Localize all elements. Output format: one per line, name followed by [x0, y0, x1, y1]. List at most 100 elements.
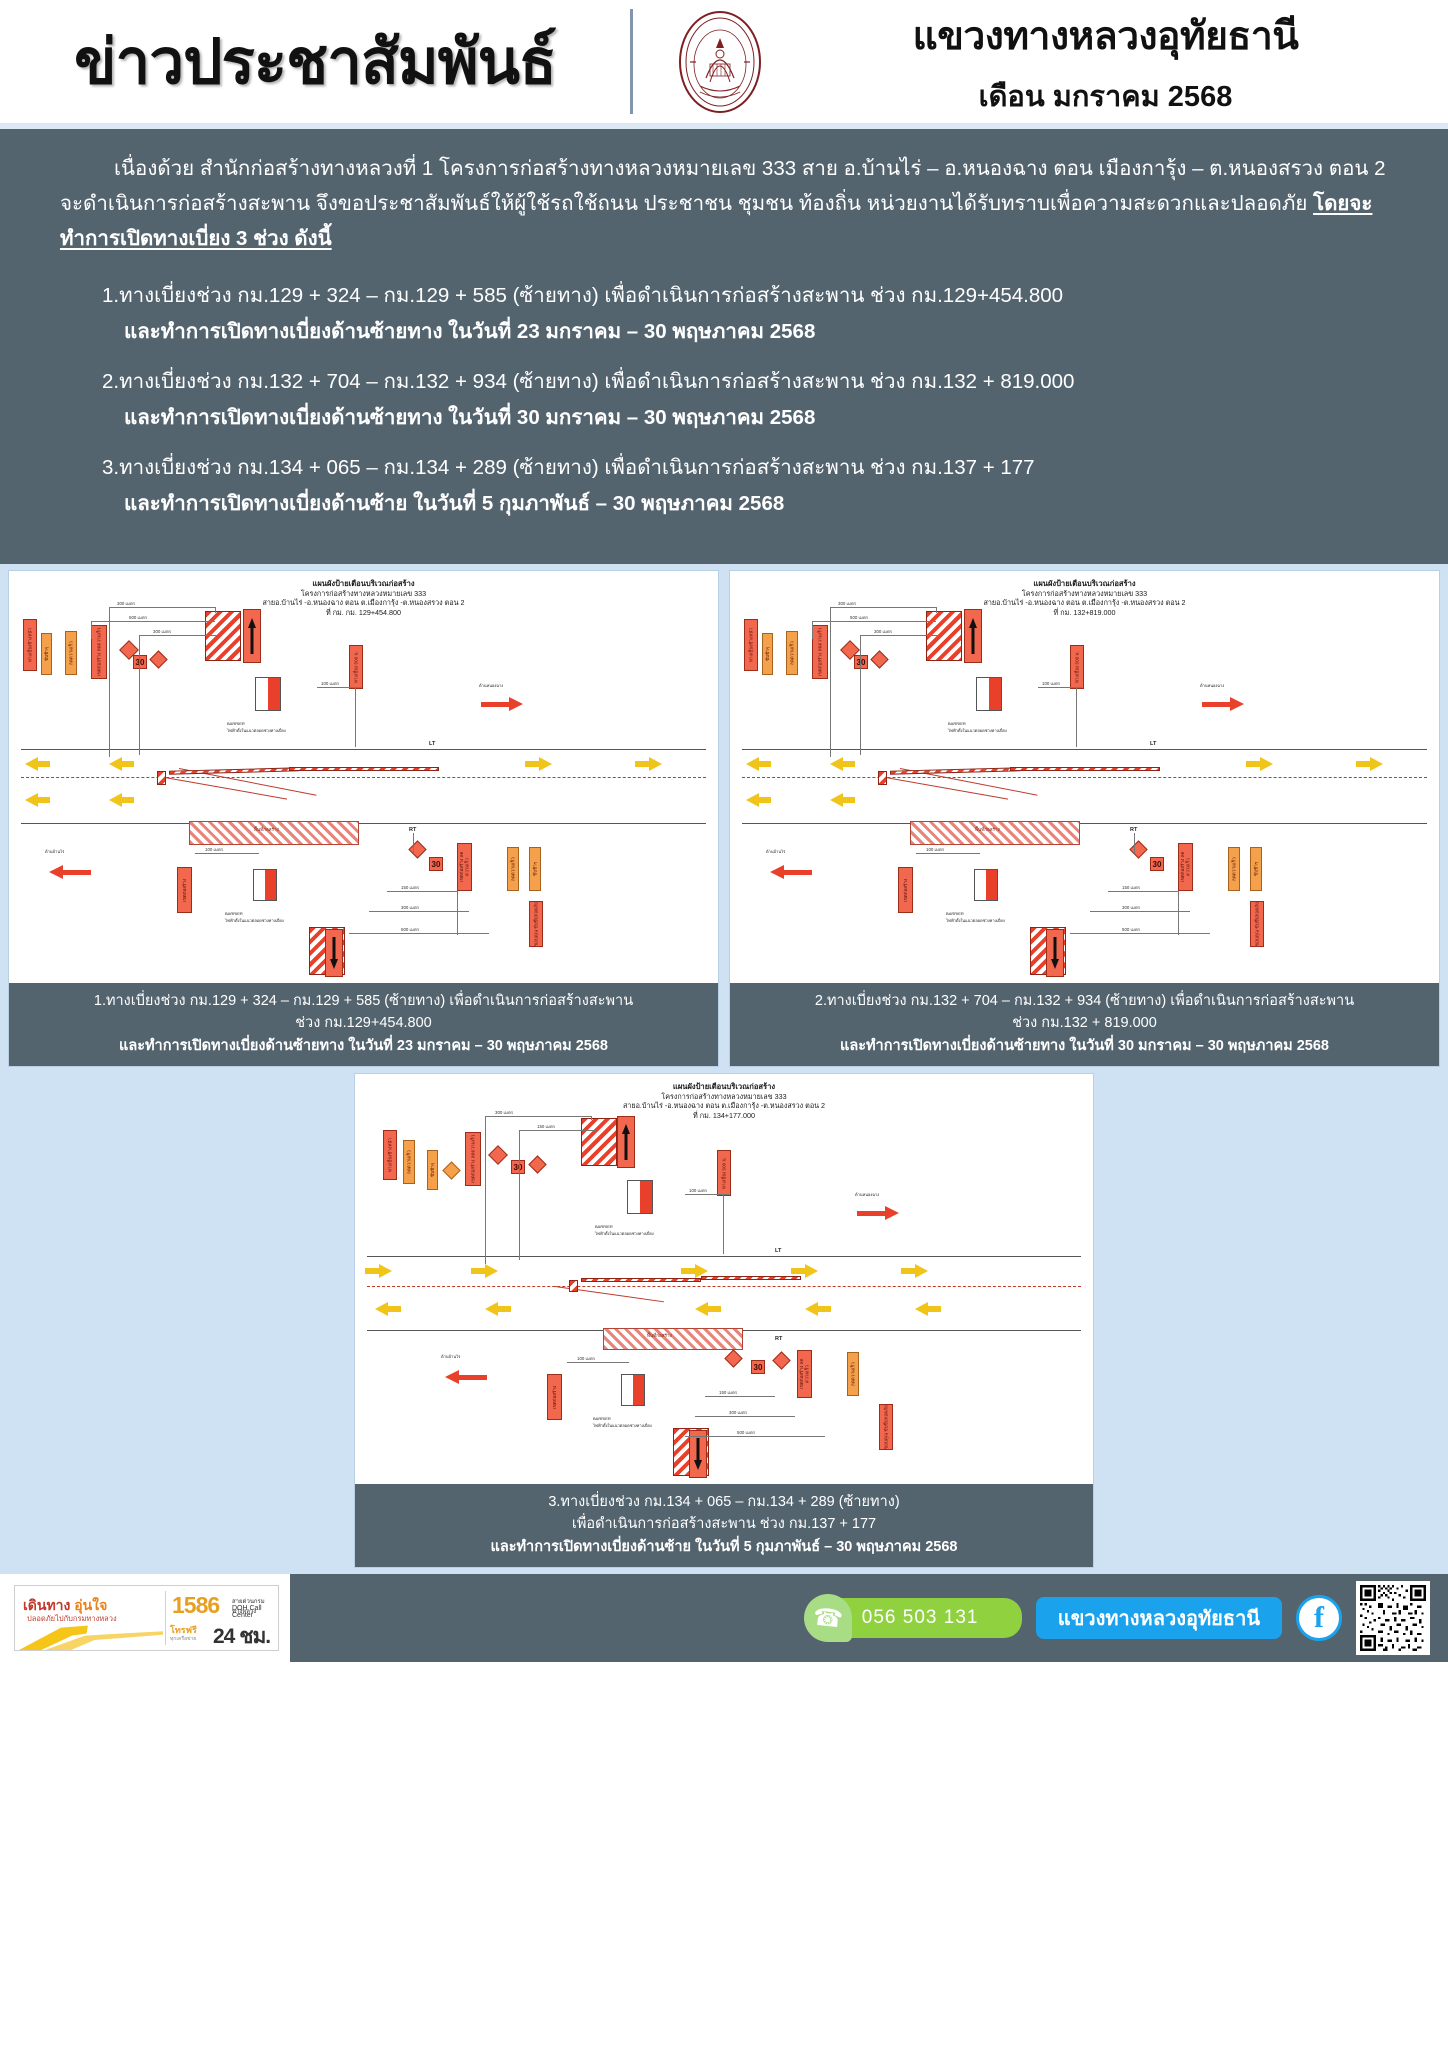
traffic-arrow-left-tail — [38, 761, 50, 767]
warning-sign: เขตก่อสร้าง — [547, 1374, 562, 1420]
warning-sign: ทางเบี่ยง 500 ม. — [717, 1150, 731, 1196]
diagram-title-line2: โครงการก่อสร้างทางหลวงหมายเลข 333 — [661, 1091, 787, 1101]
banner-divider — [165, 1591, 166, 1645]
detour-item: 3.ทางเบี่ยงช่วง กม.134 + 065 – กม.134 + … — [60, 452, 1388, 519]
direction-arrow-right-tail — [481, 702, 509, 707]
barrier-line — [889, 767, 1021, 775]
barrier-note: BARRIER — [593, 1416, 611, 1421]
direction-label-right: ด้านหนองฉาง — [479, 683, 504, 688]
dimension-line — [695, 1416, 795, 1417]
barrier-note-detail: ไฟฟ้าตั้งในแนวตลอดช่วงทางเบี่ยง — [946, 918, 1005, 923]
doh-call-center-banner: เดินทาง อุ่นใจ ปลอดภัยไปกับกรมทางหลวง 15… — [14, 1585, 279, 1651]
warning-sign: ขับช้าๆ — [41, 633, 52, 675]
phone-contact-button[interactable]: ☎ 056 503 131 — [803, 1594, 1022, 1642]
traffic-arrow-right-tail — [635, 761, 649, 767]
detour-item: 2.ทางเบี่ยงช่วง กม.132 + 704 – กม.132 + … — [60, 366, 1388, 433]
dimension-line — [685, 1194, 729, 1195]
warning-sign: ลดความเร็ว — [1228, 847, 1240, 891]
lane-label-left: LT — [775, 1248, 782, 1254]
detour-taper-in — [879, 776, 1009, 800]
dimension-label: 500 เมตร — [129, 615, 148, 620]
traffic-arrow-left — [485, 1302, 498, 1316]
traffic-arrow-right — [649, 757, 662, 771]
dimension-line — [369, 911, 469, 912]
diagram-card-3[interactable]: แผนผังป้ายเตือนบริเวณก่อสร้าง โครงการก่อ… — [354, 1073, 1094, 1568]
traffic-arrow-left — [109, 793, 122, 807]
detour-item-range: 2.ทางเบี่ยงช่วง กม.132 + 704 – กม.132 + … — [102, 370, 1075, 393]
warning-sign: ลดความเร็ว — [507, 847, 519, 891]
barrier-note-detail: ไฟฟ้าตั้งในแนวตลอดช่วงทางเบี่ยง — [595, 1231, 654, 1236]
speed-limit-sign: 30 — [133, 655, 147, 669]
leader-line — [485, 1116, 486, 1264]
detour-item-dates: และทำการเปิดทางเบี่ยงด้านซ้าย ในวันที่ 5… — [124, 492, 785, 515]
dimension-line — [860, 635, 938, 636]
dimension-label: 150 เมตร — [537, 1124, 556, 1129]
dimension-line — [812, 621, 936, 622]
diagram-title-line3: สายอ.บ้านไร่ -อ.หนองฉาง ตอน ต.เมืองการุ้… — [983, 598, 1186, 607]
dimension-label: 300 เมตร — [838, 601, 857, 606]
diagram-caption-2: 2.ทางเบี่ยงช่วง กม.132 + 704 – กม.132 + … — [730, 983, 1439, 1066]
warning-sign: ทางเบี่ยงข้างหน้า — [744, 619, 758, 671]
leader-line — [139, 635, 140, 755]
speed-limit-sign: 30 — [1150, 857, 1164, 871]
phone-number: 056 503 131 — [861, 1607, 979, 1628]
diamond-warning-sign — [442, 1161, 461, 1180]
dimension-line — [1108, 891, 1178, 892]
page-footer: เดินทาง อุ่นใจ ปลอดภัยไปกับกรมทางหลวง 15… — [0, 1574, 1448, 1662]
traffic-arrow-right — [539, 757, 552, 771]
diagram-title-line3: สายอ.บ้านไร่ -อ.หนองฉาง ตอน ต.เมืองการุ้… — [262, 598, 465, 607]
facebook-icon[interactable]: f — [1296, 1595, 1342, 1641]
leader-line — [830, 607, 831, 757]
arrow-board-sign — [964, 609, 982, 663]
dimension-label: 150 เมตร — [401, 885, 420, 890]
warning-sign: ทางเบี่ยงข้างหน้า — [23, 619, 37, 671]
dimension-label: 100 เมตร — [205, 847, 224, 852]
traffic-arrow-right-tail — [681, 1268, 695, 1274]
leader-line — [936, 607, 937, 613]
barrier-panel — [581, 1118, 617, 1166]
leader-line — [1076, 687, 1077, 747]
speed-limit-sign: 30 — [751, 1360, 765, 1374]
barrier-line — [701, 1276, 801, 1280]
lane-label-right: RT — [409, 827, 417, 833]
direction-label-right: ด้านหนองฉาง — [1200, 683, 1225, 688]
dimension-label: 300 เมตร — [729, 1410, 748, 1415]
diagram-title-line4: ที่ กม. 132+819.000 — [1053, 607, 1116, 617]
qr-code[interactable] — [1356, 1581, 1430, 1655]
leader-line — [812, 621, 813, 639]
arrow-board-sign — [1046, 929, 1064, 977]
warning-sign: ขับช้าๆ — [427, 1150, 438, 1190]
footer-left: เดินทาง อุ่นใจ ปลอดภัยไปกับกรมทางหลวง 15… — [0, 1574, 290, 1662]
announcement-paragraph: เนื่องด้วย สำนักก่อสร้างทางหลวงที่ 1 โคร… — [60, 151, 1388, 256]
dimension-label: 100 เมตร — [689, 1188, 708, 1193]
department-of-highways-seal-icon — [665, 7, 775, 117]
work-zone-hatch — [189, 821, 359, 845]
announcement-body: เนื่องด้วย สำนักก่อสร้างทางหลวงที่ 1 โคร… — [0, 123, 1448, 564]
dimension-label: 150 เมตร — [1122, 885, 1141, 890]
road-centerline — [21, 777, 706, 778]
detour-item-range: 3.ทางเบี่ยงช่วง กม.134 + 065 – กม.134 + … — [102, 456, 1035, 479]
dimension-label: 300 เมตร — [117, 601, 136, 606]
barrier-note: BARRIER — [946, 911, 964, 916]
traffic-arrow-left-tail — [388, 1306, 401, 1312]
dimension-line — [109, 607, 215, 608]
dimension-label: 500 เมตร — [850, 615, 869, 620]
diagram-card-2[interactable]: แผนผังป้ายเตือนบริเวณก่อสร้าง โครงการก่อ… — [729, 570, 1440, 1067]
detour-item-list: 1.ทางเบี่ยงช่วง กม.129 + 324 – กม.129 + … — [60, 280, 1388, 519]
warning-sign: ขับช้าๆ — [1250, 847, 1262, 891]
diagram-title-line2: โครงการก่อสร้างทางหลวงหมายเลข 333 — [1021, 588, 1148, 598]
warning-sign: ลดความเร็ว — [847, 1352, 859, 1396]
leader-line — [215, 607, 216, 613]
barrier-note: BARRIER — [948, 721, 966, 726]
traffic-arrow-left — [746, 793, 759, 807]
doh-hours: 24 ชม. — [213, 1625, 271, 1648]
traffic-arrow-left — [25, 793, 38, 807]
traffic-arrow-right-tail — [525, 761, 539, 767]
doh-tagline-block: เดินทาง อุ่นใจ ปลอดภัยไปกับกรมทางหลวง — [15, 1586, 165, 1650]
traffic-arrow-right — [695, 1264, 708, 1278]
diagram-card-1[interactable]: แผนผังป้ายเตือนบริเวณก่อสร้าง โครงการก่อ… — [8, 570, 719, 1067]
dimension-line — [139, 635, 217, 636]
warning-sign: เขตก่อสร้าง ลดความเร็ว — [1178, 843, 1193, 891]
facebook-page-button[interactable]: แขวงทางหลวงอุทัยธานี — [1035, 1597, 1282, 1639]
work-zone-label: พื้นที่ก่อสร้าง — [647, 1333, 672, 1338]
